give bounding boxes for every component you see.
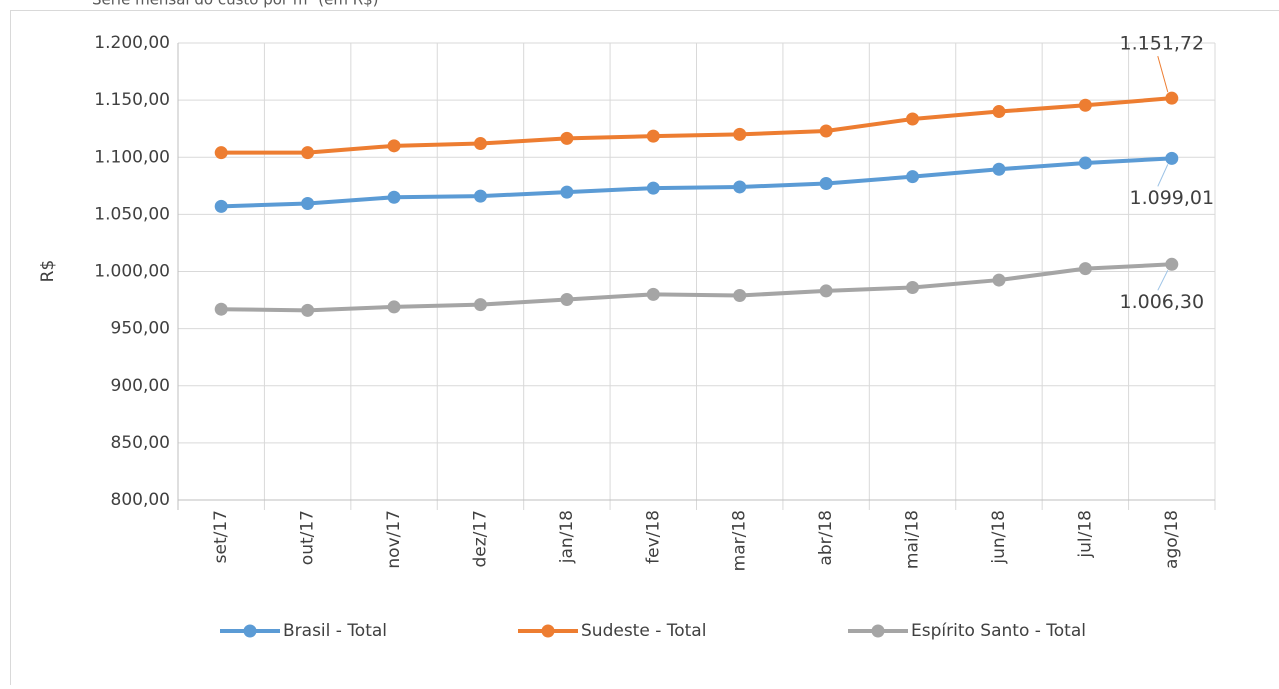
marker: [474, 190, 487, 203]
x-tick-label: fev/18: [643, 510, 663, 564]
legend-marker: [542, 625, 555, 638]
marker: [215, 146, 228, 159]
data-label: 1.151,72: [1119, 33, 1204, 55]
legend-label: Brasil - Total: [283, 621, 387, 641]
x-tick-label: abr/18: [816, 510, 836, 566]
legend-marker: [872, 625, 885, 638]
marker: [906, 281, 919, 294]
x-tick-label: nov/17: [384, 510, 404, 569]
y-tick-label: 850,00: [111, 433, 170, 453]
marker: [906, 112, 919, 125]
y-tick-label: 1.200,00: [94, 33, 170, 53]
leader-line: [1158, 164, 1168, 186]
marker: [1165, 92, 1178, 105]
marker: [733, 128, 746, 141]
x-tick-label: mar/18: [730, 510, 750, 571]
data-label: 1.099,01: [1129, 187, 1214, 209]
marker: [1165, 258, 1178, 271]
legend-marker: [244, 625, 257, 638]
marker: [388, 139, 401, 152]
x-tick-label: mai/18: [903, 510, 923, 569]
leader-line: [1158, 56, 1168, 92]
y-tick-label: 900,00: [111, 376, 170, 396]
x-tick-label: jul/18: [1075, 510, 1095, 559]
x-tick-label: jun/18: [989, 510, 1009, 565]
marker: [992, 274, 1005, 287]
y-tick-label: 800,00: [111, 490, 170, 510]
marker: [301, 146, 314, 159]
marker: [1165, 152, 1178, 165]
marker: [647, 182, 660, 195]
marker: [1079, 99, 1092, 112]
marker: [733, 180, 746, 193]
legend-label: Sudeste - Total: [581, 621, 706, 641]
marker: [992, 163, 1005, 176]
marker: [474, 137, 487, 150]
marker: [992, 105, 1005, 118]
marker: [1079, 156, 1092, 169]
chart-border: [11, 11, 1279, 686]
marker: [560, 293, 573, 306]
marker: [647, 288, 660, 301]
x-tick-label: out/17: [298, 510, 318, 565]
marker: [388, 300, 401, 313]
marker: [560, 132, 573, 145]
marker: [906, 170, 919, 183]
marker: [733, 289, 746, 302]
marker: [560, 186, 573, 199]
y-tick-label: 950,00: [111, 319, 170, 339]
marker: [388, 191, 401, 204]
chart-title: Série mensal do custo por m² (em R$): [92, 0, 379, 9]
y-tick-label: 1.100,00: [94, 147, 170, 167]
marker: [647, 130, 660, 143]
marker: [215, 200, 228, 213]
marker: [820, 177, 833, 190]
data-label: 1.006,30: [1119, 291, 1204, 313]
x-tick-label: dez/17: [470, 510, 490, 568]
x-tick-label: set/17: [211, 510, 231, 563]
y-tick-label: 1.150,00: [94, 90, 170, 110]
marker: [1079, 262, 1092, 275]
marker: [820, 284, 833, 297]
legend-label: Espírito Santo - Total: [911, 621, 1086, 641]
x-tick-label: ago/18: [1162, 510, 1182, 569]
marker: [215, 303, 228, 316]
marker: [474, 298, 487, 311]
y-tick-label: 1.000,00: [94, 262, 170, 282]
y-tick-label: 1.050,00: [94, 204, 170, 224]
marker: [301, 304, 314, 317]
leader-line: [1158, 270, 1168, 290]
marker: [301, 197, 314, 210]
x-tick-label: jan/18: [557, 510, 577, 564]
y-axis-label: R$: [38, 260, 58, 283]
marker: [820, 124, 833, 137]
